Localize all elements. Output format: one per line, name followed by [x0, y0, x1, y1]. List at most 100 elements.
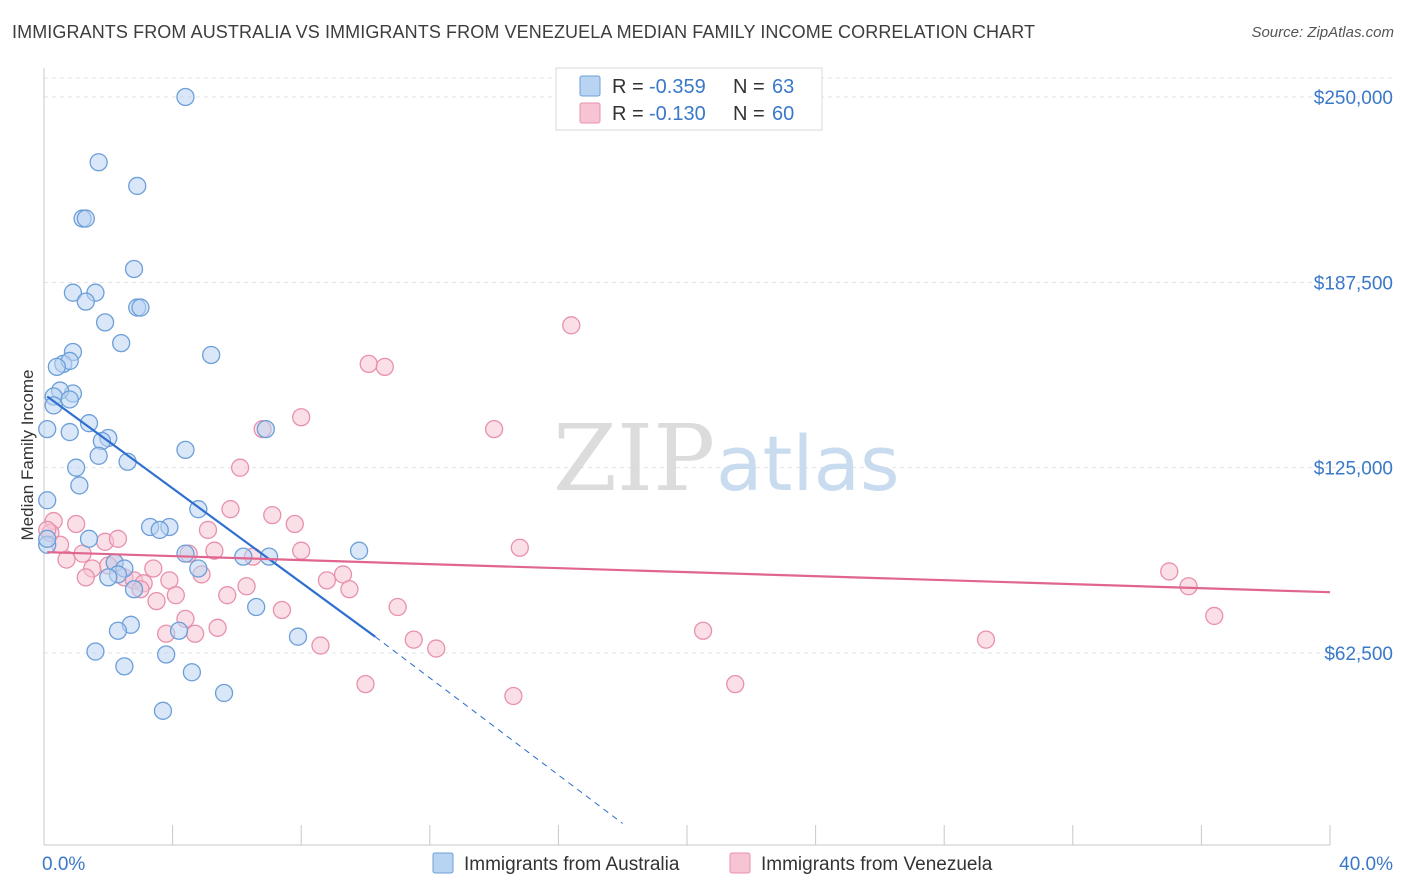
- point-australia-12: [112, 333, 131, 353]
- point-venezuela-11: [67, 514, 86, 534]
- point-australia-8: [76, 292, 95, 311]
- point-venezuela-0: [562, 316, 581, 335]
- point-australia-34: [38, 491, 57, 510]
- point-australia-59: [182, 663, 202, 682]
- point-australia-43: [234, 547, 253, 566]
- point-australia-23: [79, 414, 99, 433]
- point-venezuela-53: [404, 630, 423, 649]
- legend-n-value-australia: 63: [772, 76, 794, 98]
- point-australia-33: [70, 476, 89, 495]
- point-venezuela-15: [108, 529, 128, 548]
- legend-swatch-australia: [579, 75, 601, 97]
- y-axis-title: Median Family Income: [18, 369, 37, 540]
- point-australia-61: [153, 701, 173, 720]
- bottom-legend-swatch-australia: [432, 852, 454, 874]
- point-australia-11: [95, 313, 115, 332]
- point-australia-60: [214, 683, 234, 703]
- legend-r-value-australia: -0.359: [649, 76, 706, 98]
- axes: $62,500 $125,000 $187,500 $250,000 0.0% 40.0%: [42, 68, 1393, 875]
- point-australia-26: [256, 419, 275, 439]
- point-australia-32: [67, 458, 86, 477]
- bottom-legend-swatch-venezuela: [729, 852, 751, 874]
- point-venezuela-7: [221, 500, 240, 519]
- trend-line-venezuela: [47, 551, 1331, 594]
- point-australia-24: [38, 419, 57, 439]
- point-australia-14: [202, 345, 221, 365]
- trend-lines: [46, 395, 1331, 824]
- point-venezuela-57: [726, 674, 745, 694]
- point-venezuela-41: [166, 586, 185, 605]
- point-australia-30: [89, 446, 108, 465]
- series-australia-points: [38, 87, 369, 720]
- point-australia-50: [124, 580, 144, 599]
- y-tick-label-2: $187,500: [1314, 273, 1393, 294]
- legend-n-label-australia: N =: [733, 76, 765, 98]
- x-tick-label-0: 0.0%: [42, 854, 85, 875]
- legend-r-value-venezuela: -0.130: [649, 103, 706, 125]
- point-venezuela-3: [292, 408, 311, 427]
- point-venezuela-1: [359, 354, 378, 374]
- point-australia-58: [115, 657, 134, 676]
- point-venezuela-34: [317, 571, 337, 590]
- point-venezuela-39: [1160, 562, 1179, 581]
- legend-n-label-venezuela: N =: [733, 103, 765, 125]
- point-venezuela-58: [504, 686, 523, 706]
- chart-title: IMMIGRANTS FROM AUSTRALIA VS IMMIGRANTS …: [12, 22, 1036, 42]
- point-australia-54: [169, 621, 189, 640]
- point-australia-56: [86, 642, 105, 661]
- point-australia-4: [76, 209, 95, 228]
- bottom-legend-label-venezuela: Immigrants from Venezuela: [761, 854, 993, 875]
- point-venezuela-52: [976, 630, 996, 649]
- point-venezuela-49: [693, 621, 713, 640]
- point-venezuela-6: [230, 458, 250, 477]
- point-venezuela-42: [147, 591, 166, 611]
- point-australia-25: [60, 422, 79, 442]
- grid: [44, 77, 1395, 654]
- point-australia-42: [176, 544, 195, 563]
- point-australia-29: [176, 440, 195, 460]
- point-venezuela-12: [198, 520, 218, 540]
- point-venezuela-55: [427, 639, 446, 658]
- point-venezuela-46: [1205, 606, 1224, 626]
- legend-r-label-venezuela: R =: [612, 103, 644, 125]
- trend-line-australia-extension: [374, 636, 624, 824]
- point-australia-49: [99, 568, 118, 587]
- point-venezuela-56: [356, 674, 375, 694]
- point-australia-22: [44, 396, 63, 415]
- point-australia-38: [150, 520, 169, 540]
- point-australia-53: [108, 621, 128, 640]
- y-tick-label-3: $250,000: [1314, 88, 1393, 109]
- legend-swatch-venezuela: [579, 102, 601, 124]
- legend-r-label-australia: R =: [612, 76, 644, 98]
- point-australia-41: [349, 541, 369, 560]
- point-venezuela-40: [1179, 577, 1198, 596]
- point-australia-0: [176, 87, 195, 107]
- point-australia-6: [63, 283, 83, 302]
- x-tick-label-1: 40.0%: [1339, 854, 1393, 875]
- point-venezuela-22: [57, 550, 76, 569]
- point-australia-55: [288, 627, 308, 646]
- point-australia-10: [131, 298, 150, 317]
- bottom-legend-label-australia: Immigrants from Australia: [464, 854, 680, 875]
- point-australia-39: [79, 529, 99, 548]
- bottom-legend: Immigrants from Australia Immigrants fro…: [432, 852, 993, 875]
- point-venezuela-19: [510, 538, 529, 557]
- trend-line-australia: [46, 395, 376, 638]
- watermark-zip: ZIP: [553, 405, 715, 512]
- point-venezuela-2: [375, 357, 394, 376]
- point-venezuela-30: [76, 568, 95, 587]
- source-credit: Source: ZipAtlas.com: [1251, 24, 1394, 41]
- point-venezuela-36: [237, 577, 256, 596]
- point-venezuela-44: [388, 597, 407, 617]
- point-venezuela-45: [272, 600, 292, 620]
- point-australia-57: [157, 645, 176, 664]
- point-australia-1: [89, 153, 108, 172]
- legend-n-value-venezuela: 60: [772, 103, 794, 125]
- point-australia-62: [38, 529, 57, 548]
- point-australia-5: [124, 259, 144, 279]
- point-venezuela-48: [208, 618, 227, 637]
- y-tick-label-0: $62,500: [1324, 644, 1393, 665]
- point-venezuela-4: [484, 419, 504, 439]
- point-australia-21: [60, 390, 79, 409]
